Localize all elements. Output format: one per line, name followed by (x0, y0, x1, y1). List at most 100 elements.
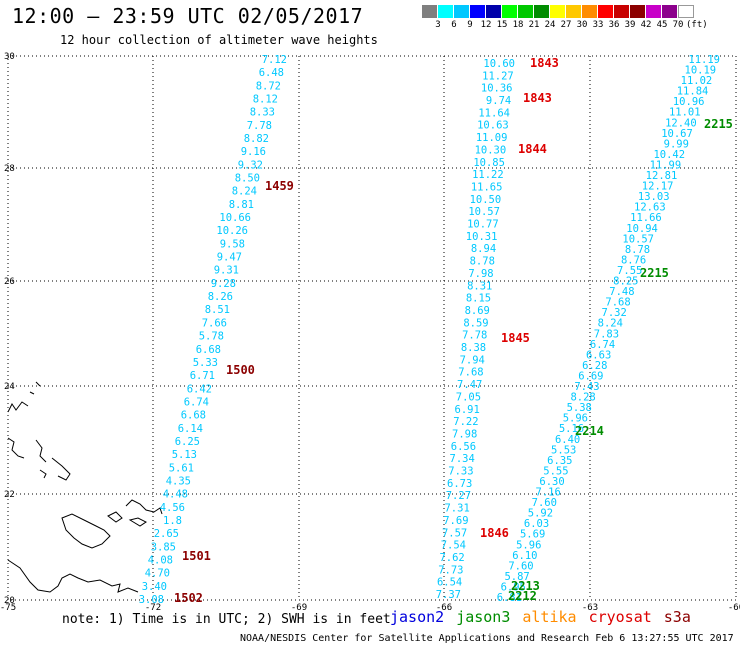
wave-height-label: 7.68 (605, 297, 630, 309)
coastlines (7, 381, 163, 593)
pass-time-label: 2215 (640, 266, 669, 280)
wave-height-label: 8.72 (256, 80, 281, 92)
lon-tick-label: -69 (291, 603, 307, 613)
wave-height-label: 7.32 (602, 307, 627, 319)
wave-height-label: 7.47 (457, 379, 482, 391)
wave-height-label: 7.05 (456, 391, 481, 403)
legend-label: 30 (576, 20, 588, 30)
wave-height-label: 7.48 (609, 286, 634, 298)
wave-height-label: 6.48 (259, 67, 284, 79)
wave-height-label: 8.50 (235, 173, 260, 185)
lon-tick-label: -66 (436, 603, 452, 613)
legend-label: 36 (608, 20, 620, 30)
altimeter-track-c: 11.1910.1911.0211.8410.9611.0112.4010.67… (497, 54, 720, 604)
inagua-island (107, 511, 123, 523)
wave-height-label: 5.16 (559, 423, 584, 435)
wave-height-label: 9.31 (214, 265, 239, 277)
wave-height-label: 9.16 (241, 146, 266, 158)
wave-height-label: 8.51 (205, 304, 230, 316)
wave-height-label: 6.95 (501, 581, 526, 593)
wave-height-label: 5.55 (543, 465, 568, 477)
wave-height-label: 11.02 (681, 75, 713, 87)
wave-height-label: 8.25 (613, 276, 638, 288)
wave-height-label: 9.32 (238, 159, 263, 171)
wave-height-label: 6.74 (590, 339, 615, 351)
wave-height-label: 10.60 (483, 58, 515, 70)
wave-height-label: 9.47 (217, 252, 242, 264)
legend-label: 33 (592, 20, 604, 30)
wave-height-label: 10.31 (466, 231, 498, 243)
legend-swatch-2 (454, 5, 470, 18)
legend-swatch-9 (566, 5, 582, 18)
wave-height-label: 8.31 (467, 280, 492, 292)
wave-height-label: 5.61 (169, 462, 194, 474)
wave-height-label: 6.54 (437, 577, 462, 589)
satellite-key: jason2 jason3 altika cryosat s3a (390, 608, 691, 626)
color-scale-legend: 3 6 9 12 15 18 21 24 27 30 33 36 39 42 45 70 (ft) (422, 5, 722, 32)
wave-height-label: 6.81 (497, 592, 522, 604)
wave-height-label: 6.63 (586, 349, 611, 361)
wave-height-label: 6.28 (582, 360, 607, 372)
wave-height-label: 8.94 (471, 243, 496, 255)
lat-tick-label: 22 (4, 490, 15, 500)
wave-height-label: 1.8 (163, 515, 182, 527)
cuba-coast (7, 559, 139, 593)
wave-height-label: 7.68 (458, 367, 483, 379)
legend-swatch-12 (614, 5, 630, 18)
wave-height-label: 7.78 (462, 330, 487, 342)
wave-height-label: 5.92 (528, 508, 553, 520)
legend-label: 21 (528, 20, 540, 30)
legend-label: 12 (480, 20, 492, 30)
wave-height-label: 11.19 (688, 54, 720, 66)
legend-swatch-8 (550, 5, 566, 18)
wave-height-label: 9.99 (664, 138, 689, 150)
wave-height-label: 7.12 (262, 54, 287, 66)
legend-swatch-11 (598, 5, 614, 18)
pass-time-label: 2214 (575, 424, 604, 438)
wave-height-label: 7.69 (443, 515, 468, 527)
color-scale-labels: 3 6 9 12 15 18 21 24 27 30 33 36 39 42 45 70 (ft) (422, 18, 722, 32)
map-frame (7, 55, 737, 601)
legend-label: 9 (467, 20, 473, 30)
wave-height-label: 3.40 (142, 581, 167, 593)
wave-height-label: 6.71 (190, 370, 215, 382)
legend-swatch-13 (630, 5, 646, 18)
bahamas-island-4 (51, 457, 71, 481)
bahamas-island-5 (39, 469, 47, 479)
wave-height-label: 7.57 (442, 527, 467, 539)
wave-height-label: 7.43 (574, 381, 599, 393)
turks-island (125, 499, 163, 515)
wave-height-label: 6.10 (512, 550, 537, 562)
wave-height-label: 12.63 (634, 202, 666, 214)
pass-time-label: 2212 (508, 589, 537, 603)
wave-height-label: 8.81 (229, 199, 254, 211)
altimeter-track-a: 7.126.488.72 8.128.337.788.829.169.32 8.50… (139, 54, 287, 606)
wave-height-label: 8.69 (465, 305, 490, 317)
wave-height-label: 10.42 (653, 149, 685, 161)
wave-height-label: 12.81 (646, 170, 678, 182)
wave-height-label: 11.99 (650, 159, 682, 171)
satellite-key-s3a: s3a (663, 608, 691, 626)
wave-height-label: 7.98 (452, 428, 477, 440)
wave-height-label: 6.68 (181, 410, 206, 422)
legend-label: 39 (624, 20, 636, 30)
legend-swatch-1 (438, 5, 454, 18)
pass-time-label: 1502 (174, 591, 203, 605)
wave-height-label: 9.28 (211, 278, 236, 290)
wave-height-label: 10.66 (219, 212, 251, 224)
map-subtitle: 12 hour collection of altimeter wave hei… (60, 33, 378, 47)
wave-height-label: 6.42 (187, 383, 212, 395)
satellite-key-cryosat: cryosat (588, 608, 652, 626)
footer-note: note: 1) Time is in UTC; 2) SWH is in fe… (62, 612, 391, 627)
wave-height-label: 10.94 (626, 223, 658, 235)
wave-height-label: 11.22 (472, 169, 504, 181)
wave-height-label: 6.35 (547, 455, 572, 467)
wave-height-label: 8.24 (232, 186, 257, 198)
wave-height-label: 10.96 (673, 96, 705, 108)
graticule (8, 56, 736, 600)
legend-label: 18 (512, 20, 524, 30)
wave-height-label: 5.87 (504, 571, 529, 583)
wave-height-label: 11.27 (482, 70, 514, 82)
wave-height-label: 10.30 (475, 144, 507, 156)
wave-height-label: 4.70 (145, 568, 170, 580)
